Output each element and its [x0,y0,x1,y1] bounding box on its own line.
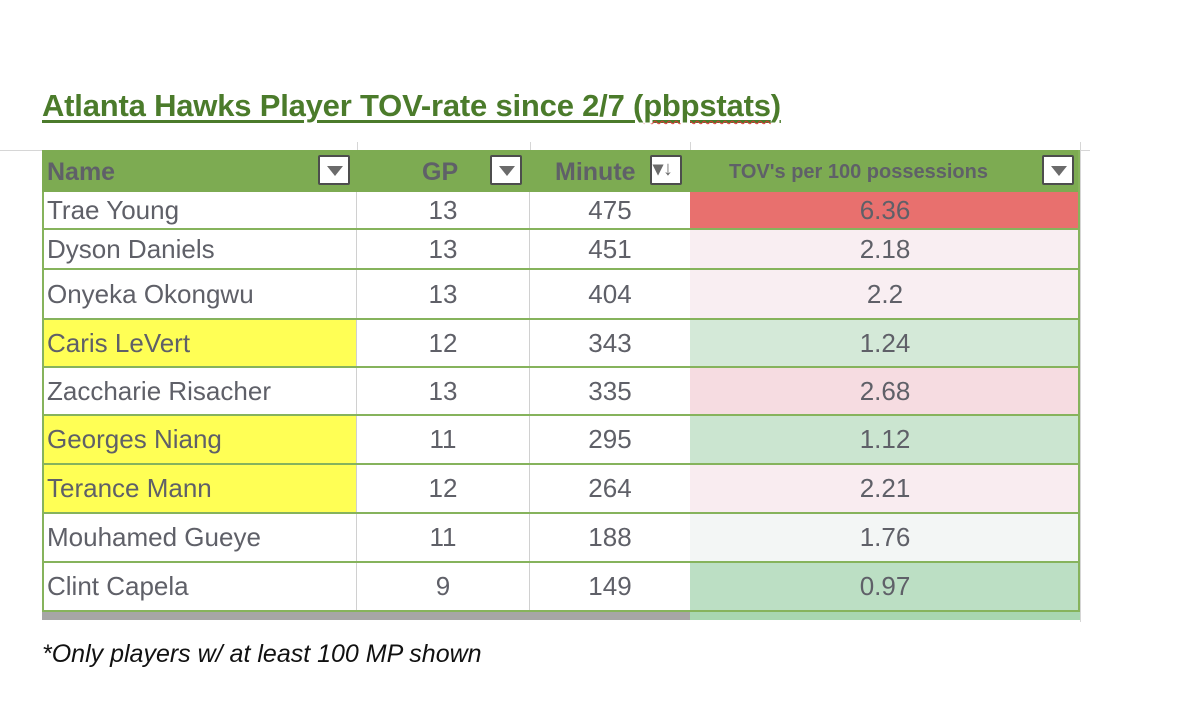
cell-tov[interactable]: 2.21 [690,465,1080,512]
table-row: Terance Mann 12 264 2.21 [42,465,1080,514]
column-header-name: Name [47,158,116,186]
sort-descending-icon: ▾↓ [653,158,674,180]
spellcheck-flagged-word: pbpstats [643,88,771,123]
cell-name[interactable]: Dyson Daniels [42,230,357,268]
table-row: Dyson Daniels 13 451 2.18 [42,230,1080,270]
table-row: Onyeka Okongwu 13 404 2.2 [42,270,1080,320]
cell-tov[interactable]: 2.68 [690,368,1080,414]
sheet-title: Atlanta Hawks Player TOV-rate since 2/7 … [42,88,781,123]
table-row: Zaccharie Risacher 13 335 2.68 [42,368,1080,416]
cell-tov[interactable]: 1.12 [690,416,1080,463]
cell-tov[interactable]: 0.97 [690,563,1080,610]
table-row: Mouhamed Gueye 11 188 1.76 [42,514,1080,563]
cell-name[interactable]: Onyeka Okongwu [42,270,357,318]
cell-minutes[interactable]: 475 [588,194,632,225]
column-header-gp: GP [422,158,459,186]
table-border [1078,150,1080,620]
cell-minutes[interactable]: 451 [588,233,632,264]
cell-minutes[interactable]: 264 [588,473,632,503]
cell-minutes[interactable]: 295 [588,424,632,454]
cell-gp[interactable]: 13 [357,368,530,414]
name-filter-button[interactable] [318,155,350,185]
tov-filter-button[interactable] [1042,155,1074,185]
cell-minutes[interactable]: 188 [588,522,632,552]
dropdown-arrow-icon [499,166,515,176]
column-header-tov: TOV's per 100 possessions [729,161,988,183]
gp-filter-button[interactable] [490,155,522,185]
cell-tov[interactable]: 2.18 [690,230,1080,268]
cell-gp[interactable]: 13 [357,270,530,318]
cell-gp[interactable]: 13 [357,192,530,228]
footnote: *Only players w/ at least 100 MP shown [42,640,482,668]
table-row: Caris LeVert 12 343 1.24 [42,320,1080,368]
minutes-sort-button[interactable]: ▾↓ [650,155,682,185]
cell-tov[interactable]: 2.2 [690,270,1080,318]
cell-tov[interactable]: 1.76 [690,514,1080,561]
cell-name[interactable]: Mouhamed Gueye [42,514,357,561]
table-border [42,192,44,612]
cell-name[interactable]: Trae Young [42,192,357,228]
cell-minutes[interactable]: 149 [588,571,632,601]
cell-gp[interactable]: 11 [357,416,530,463]
table-row: Georges Niang 11 295 1.12 [42,416,1080,465]
cell-minutes[interactable]: 404 [588,278,632,309]
cell-gp[interactable]: 11 [357,514,530,561]
cell-tov[interactable]: 1.24 [690,320,1080,366]
cell-name[interactable]: Terance Mann [42,465,357,512]
cell-name[interactable]: Zaccharie Risacher [42,368,357,414]
dropdown-arrow-icon [327,166,343,176]
table-footer-bar [690,612,1080,620]
cell-name[interactable]: Caris LeVert [42,320,357,366]
cell-gp[interactable]: 12 [357,320,530,366]
dropdown-arrow-icon [1051,166,1067,176]
table-footer-bar [42,612,690,620]
cell-tov[interactable]: 6.36 [690,192,1080,228]
cell-gp[interactable]: 12 [357,465,530,512]
cell-gp[interactable]: 13 [357,230,530,268]
column-header-minutes: Minute [555,158,636,186]
cell-name[interactable]: Clint Capela [42,563,357,610]
table-header-row: Name GP Minute ▾↓ TOV's per 100 possessi… [42,150,1080,192]
cell-name[interactable]: Georges Niang [42,416,357,463]
table-row: Clint Capela 9 149 0.97 [42,563,1080,612]
cell-minutes[interactable]: 335 [588,375,632,406]
table-row: Trae Young 13 475 6.36 [42,192,1080,230]
cell-gp[interactable]: 9 [357,563,530,610]
cell-minutes[interactable]: 343 [588,327,632,358]
